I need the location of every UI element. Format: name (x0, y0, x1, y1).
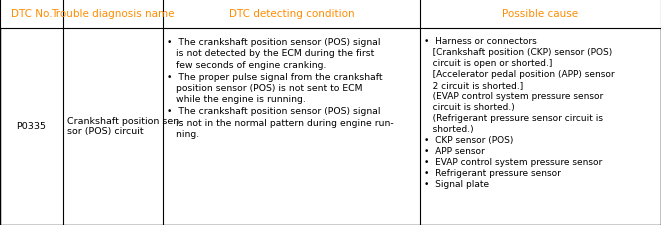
Text: •  Harness or connectors: • Harness or connectors (424, 37, 537, 46)
Text: DTC detecting condition: DTC detecting condition (229, 9, 354, 19)
Text: P0335: P0335 (17, 122, 46, 131)
Text: circuit is shorted.): circuit is shorted.) (424, 103, 515, 112)
Text: Trouble diagnosis name: Trouble diagnosis name (52, 9, 175, 19)
Text: (Refrigerant pressure sensor circuit is: (Refrigerant pressure sensor circuit is (424, 114, 603, 123)
Text: [Accelerator pedal position (APP) sensor: [Accelerator pedal position (APP) sensor (424, 70, 615, 79)
Text: •  The proper pulse signal from the crankshaft: • The proper pulse signal from the crank… (167, 72, 383, 81)
Text: while the engine is running.: while the engine is running. (167, 95, 306, 104)
Text: •  Refrigerant pressure sensor: • Refrigerant pressure sensor (424, 169, 561, 178)
Text: shorted.): shorted.) (424, 125, 474, 134)
Text: [Crankshaft position (CKP) sensor (POS): [Crankshaft position (CKP) sensor (POS) (424, 48, 612, 57)
Text: •  CKP sensor (POS): • CKP sensor (POS) (424, 136, 514, 145)
Text: circuit is open or shorted.]: circuit is open or shorted.] (424, 59, 553, 68)
Text: ning.: ning. (167, 130, 199, 139)
Text: •  Signal plate: • Signal plate (424, 180, 489, 189)
Text: position sensor (POS) is not sent to ECM: position sensor (POS) is not sent to ECM (167, 84, 362, 93)
Text: Crankshaft position sen-
sor (POS) circuit: Crankshaft position sen- sor (POS) circu… (67, 117, 182, 136)
Bar (0, 0, 661, 28)
Text: (EVAP control system pressure sensor: (EVAP control system pressure sensor (424, 92, 603, 101)
Text: DTC No.: DTC No. (11, 9, 52, 19)
Text: is not in the normal pattern during engine run-: is not in the normal pattern during engi… (167, 119, 394, 128)
Text: •  APP sensor: • APP sensor (424, 147, 485, 156)
Text: is not detected by the ECM during the first: is not detected by the ECM during the fi… (167, 50, 374, 58)
Text: •  The crankshaft position sensor (POS) signal: • The crankshaft position sensor (POS) s… (167, 107, 381, 116)
Text: Possible cause: Possible cause (502, 9, 578, 19)
Text: •  The crankshaft position sensor (POS) signal: • The crankshaft position sensor (POS) s… (167, 38, 381, 47)
Text: 2 circuit is shorted.]: 2 circuit is shorted.] (424, 81, 524, 90)
Text: •  EVAP control system pressure sensor: • EVAP control system pressure sensor (424, 158, 602, 167)
Text: few seconds of engine cranking.: few seconds of engine cranking. (167, 61, 327, 70)
